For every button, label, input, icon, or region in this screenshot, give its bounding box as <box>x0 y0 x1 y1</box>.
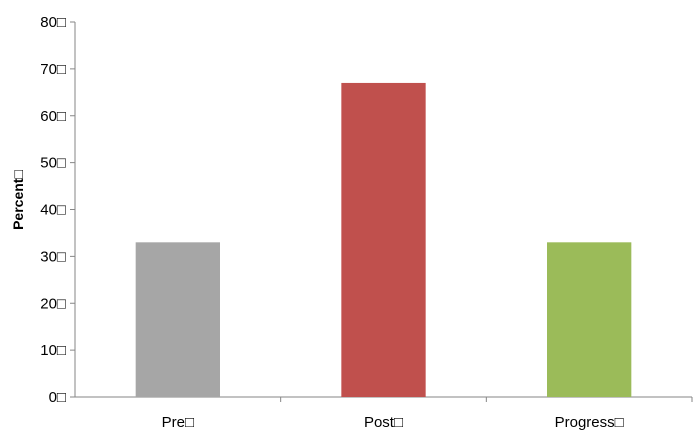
bar <box>135 242 220 397</box>
y-tick-label: 20□ <box>40 295 66 312</box>
x-category-label: Progress□ <box>555 414 624 431</box>
y-tick-label: 10□ <box>40 342 66 359</box>
bar <box>341 82 426 397</box>
y-axis-title: Percent□ <box>10 170 26 230</box>
x-category-label: Post□ <box>364 414 403 431</box>
x-category-label: Pre□ <box>162 414 194 431</box>
y-axis: 0□ 10□ 20□ 30□ 40□ 50□ 60□ 70□ 80□ <box>40 14 76 406</box>
x-axis: Pre□ Post□ Progress□ <box>75 396 693 431</box>
y-tick-label: 80□ <box>40 14 66 31</box>
y-tick-label: 50□ <box>40 155 66 172</box>
y-tick-label: 0□ <box>49 389 66 406</box>
y-tick-label: 40□ <box>40 202 66 219</box>
y-tick-label: 60□ <box>40 108 66 125</box>
bars <box>135 82 632 397</box>
bar <box>547 242 632 397</box>
y-tick-label: 70□ <box>40 61 66 78</box>
y-tick-label: 30□ <box>40 248 66 265</box>
